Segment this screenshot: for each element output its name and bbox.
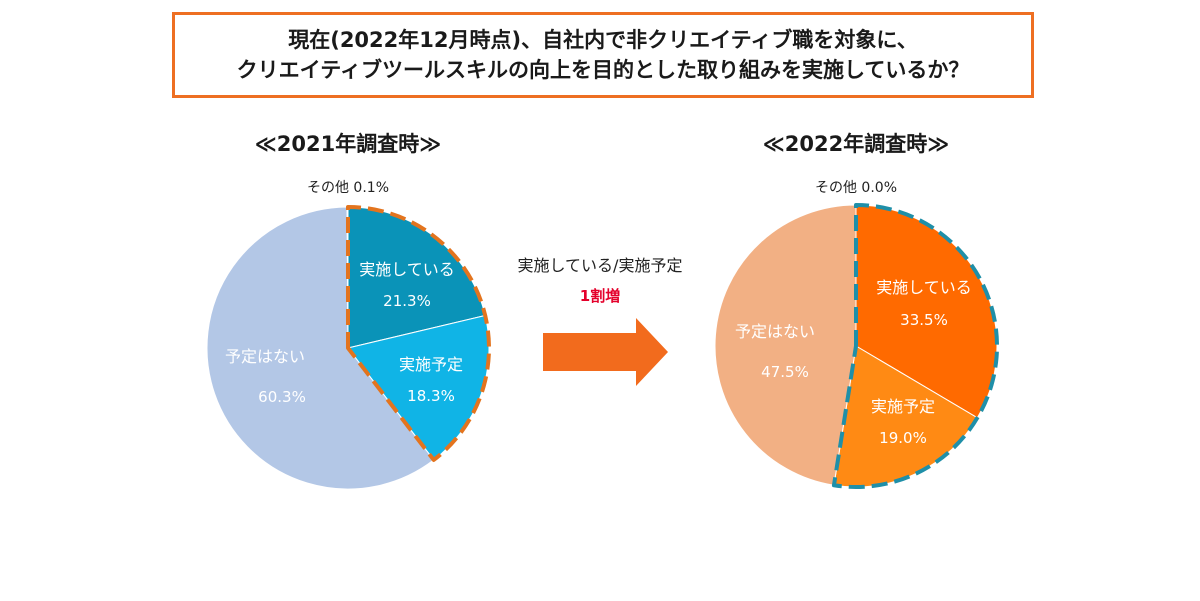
right-arrow-icon (543, 318, 668, 386)
pie-2022: 実施している 33.5% 実施予定 19.0% 予定はない 47.5% その他 0.0% (714, 180, 999, 489)
question-box: 現在(2022年12月時点)、自社内で非クリエイティブ職を対象に、 クリエイティ… (172, 12, 1034, 98)
slice-label: 予定はない (225, 347, 305, 366)
slice-label: 予定はない (735, 322, 815, 341)
slice-value: 19.0% (879, 429, 927, 447)
slice-label: 実施している (359, 260, 455, 279)
slice-value: 33.5% (900, 311, 948, 329)
other-label: その他 0.0% (815, 180, 897, 196)
question-line-2: クリエイティブツールスキルの向上を目的とした取り組みを実施しているか？ (236, 58, 970, 82)
slice-label: 実施予定 (399, 355, 463, 374)
slice-value: 47.5% (761, 363, 809, 381)
pie-2021: 実施している 21.3% 実施予定 18.3% 予定はない 60.3% その他 0.1% (206, 180, 491, 490)
slice-value: 18.3% (407, 387, 455, 405)
question-line-1: 現在(2022年12月時点)、自社内で非クリエイティブ職を対象に、 (288, 28, 918, 52)
chart-title-2022: ≪2022年調査時≫ (762, 132, 950, 156)
slice-value: 60.3% (258, 388, 306, 406)
pie-slice (714, 204, 857, 486)
middle-label: 実施している/実施予定 (517, 256, 683, 275)
pie-slice (206, 206, 435, 490)
highlight-outline (831, 203, 999, 489)
slice-label: 実施予定 (871, 397, 935, 416)
change-label: 1割増 (579, 287, 621, 305)
slice-value: 21.3% (383, 292, 431, 310)
slice-label: 実施している (876, 278, 972, 297)
chart-title-2021: ≪2021年調査時≫ (254, 132, 442, 156)
other-label: その他 0.1% (307, 180, 389, 196)
highlight-outline (346, 205, 491, 462)
pie-slice (347, 314, 490, 461)
